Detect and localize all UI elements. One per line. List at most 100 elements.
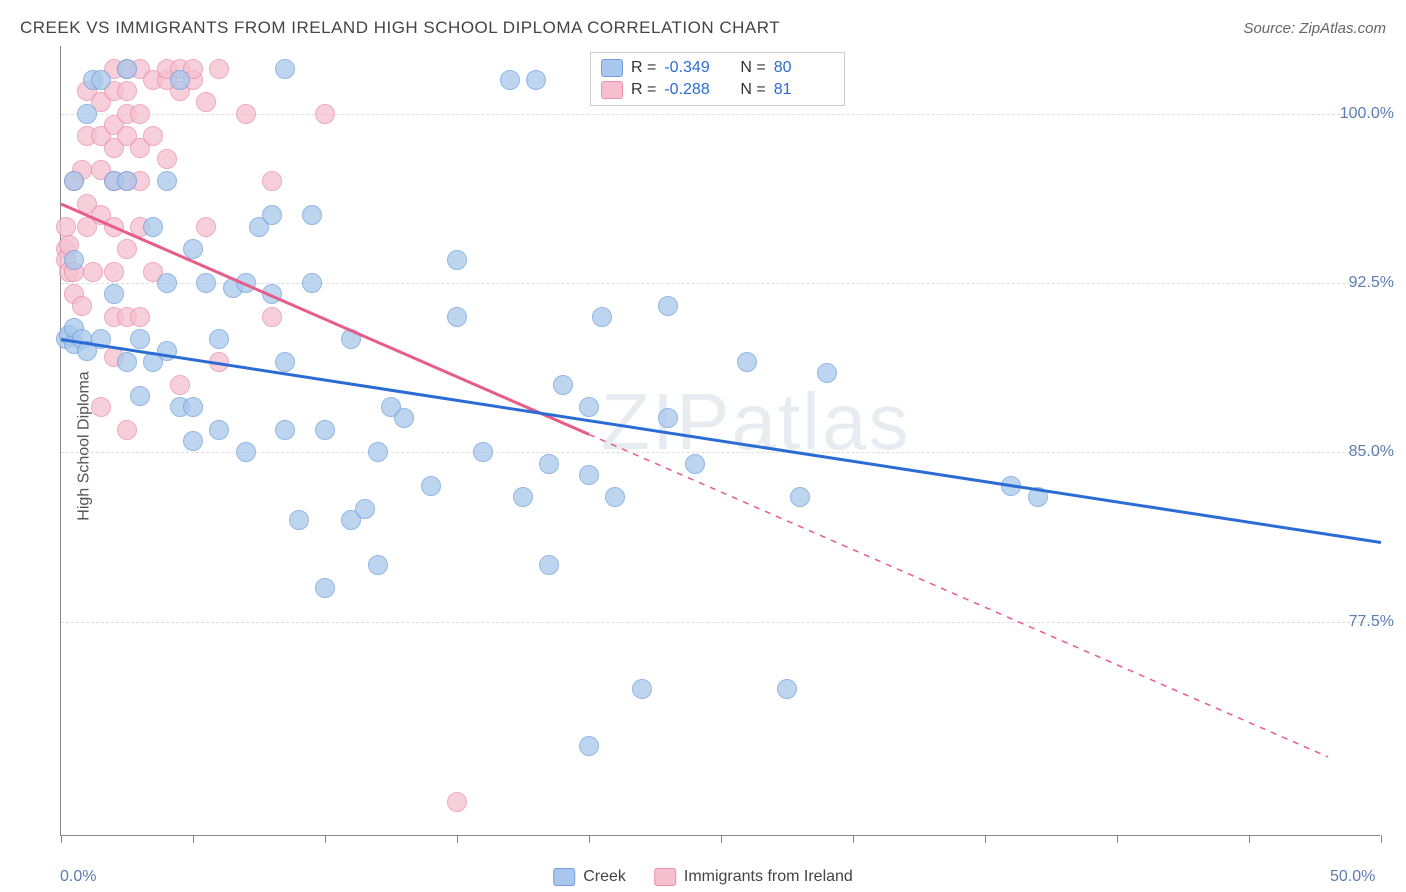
- point-ireland: [209, 59, 229, 79]
- x-tick: [985, 835, 986, 843]
- point-creek: [473, 442, 493, 462]
- point-creek: [130, 329, 150, 349]
- point-creek: [64, 171, 84, 191]
- point-creek: [592, 307, 612, 327]
- point-creek: [302, 273, 322, 293]
- point-ireland: [130, 307, 150, 327]
- point-creek: [447, 307, 467, 327]
- point-creek: [91, 329, 111, 349]
- point-creek: [262, 284, 282, 304]
- point-creek: [315, 578, 335, 598]
- r-value-ireland: -0.288: [664, 81, 724, 99]
- trend-line: [61, 339, 1381, 542]
- point-creek: [209, 420, 229, 440]
- point-creek: [817, 363, 837, 383]
- watermark: ZIPatlas: [601, 376, 910, 468]
- point-ireland: [72, 296, 92, 316]
- correlation-legend: R = -0.349 N = 80 R = -0.288 N = 81: [590, 52, 845, 106]
- point-creek: [183, 397, 203, 417]
- source-label: Source: ZipAtlas.com: [1243, 20, 1386, 37]
- x-tick-label: 50.0%: [1330, 868, 1375, 886]
- y-tick-label: 100.0%: [1340, 105, 1394, 123]
- y-tick-label: 77.5%: [1349, 613, 1394, 631]
- point-creek: [302, 205, 322, 225]
- point-ireland: [236, 104, 256, 124]
- point-creek: [500, 70, 520, 90]
- point-ireland: [209, 352, 229, 372]
- legend-item-ireland: Immigrants from Ireland: [654, 868, 853, 886]
- point-creek: [275, 59, 295, 79]
- gridline: [61, 452, 1380, 453]
- legend-item-creek: Creek: [553, 868, 626, 886]
- point-creek: [275, 420, 295, 440]
- point-creek: [355, 499, 375, 519]
- point-creek: [526, 70, 546, 90]
- point-creek: [104, 284, 124, 304]
- point-creek: [579, 465, 599, 485]
- swatch-ireland-icon: [654, 868, 676, 886]
- x-tick: [589, 835, 590, 843]
- point-creek: [539, 454, 559, 474]
- x-tick: [325, 835, 326, 843]
- x-tick: [853, 835, 854, 843]
- point-ireland: [262, 171, 282, 191]
- point-creek: [685, 454, 705, 474]
- n-label: N =: [740, 81, 765, 99]
- point-creek: [579, 736, 599, 756]
- gridline: [61, 283, 1380, 284]
- x-tick: [1249, 835, 1250, 843]
- point-creek: [209, 329, 229, 349]
- header: CREEK VS IMMIGRANTS FROM IRELAND HIGH SC…: [20, 18, 1386, 38]
- point-creek: [143, 217, 163, 237]
- point-creek: [275, 352, 295, 372]
- point-creek: [315, 420, 335, 440]
- r-label: R =: [631, 81, 656, 99]
- point-ireland: [91, 397, 111, 417]
- point-creek: [777, 679, 797, 699]
- x-tick-label: 0.0%: [60, 868, 96, 886]
- point-creek: [553, 375, 573, 395]
- point-creek: [157, 273, 177, 293]
- point-creek: [605, 487, 625, 507]
- chart-title: CREEK VS IMMIGRANTS FROM IRELAND HIGH SC…: [20, 18, 780, 38]
- point-creek: [289, 510, 309, 530]
- point-ireland: [56, 217, 76, 237]
- point-creek: [737, 352, 757, 372]
- point-creek: [394, 408, 414, 428]
- point-creek: [77, 104, 97, 124]
- point-ireland: [196, 217, 216, 237]
- r-value-creek: -0.349: [664, 59, 724, 77]
- x-tick: [61, 835, 62, 843]
- point-ireland: [104, 262, 124, 282]
- point-creek: [658, 408, 678, 428]
- point-ireland: [196, 92, 216, 112]
- point-ireland: [157, 149, 177, 169]
- point-creek: [1028, 487, 1048, 507]
- point-creek: [183, 239, 203, 259]
- point-creek: [513, 487, 533, 507]
- point-creek: [579, 397, 599, 417]
- swatch-creek: [601, 59, 623, 77]
- x-tick: [721, 835, 722, 843]
- point-ireland: [117, 81, 137, 101]
- point-ireland: [262, 307, 282, 327]
- point-creek: [368, 555, 388, 575]
- point-creek: [236, 442, 256, 462]
- n-label: N =: [740, 59, 765, 77]
- x-tick: [1117, 835, 1118, 843]
- point-creek: [539, 555, 559, 575]
- point-creek: [196, 273, 216, 293]
- point-ireland: [83, 262, 103, 282]
- legend-row-ireland: R = -0.288 N = 81: [601, 79, 834, 101]
- trend-line: [589, 434, 1328, 757]
- n-value-creek: 80: [774, 59, 834, 77]
- plot-area: ZIPatlas: [60, 46, 1380, 836]
- legend-label-ireland: Immigrants from Ireland: [684, 868, 853, 886]
- point-ireland: [117, 420, 137, 440]
- point-creek: [117, 59, 137, 79]
- r-label: R =: [631, 59, 656, 77]
- legend-row-creek: R = -0.349 N = 80: [601, 57, 834, 79]
- trend-layer: [61, 46, 1381, 836]
- swatch-creek-icon: [553, 868, 575, 886]
- point-ireland: [447, 792, 467, 812]
